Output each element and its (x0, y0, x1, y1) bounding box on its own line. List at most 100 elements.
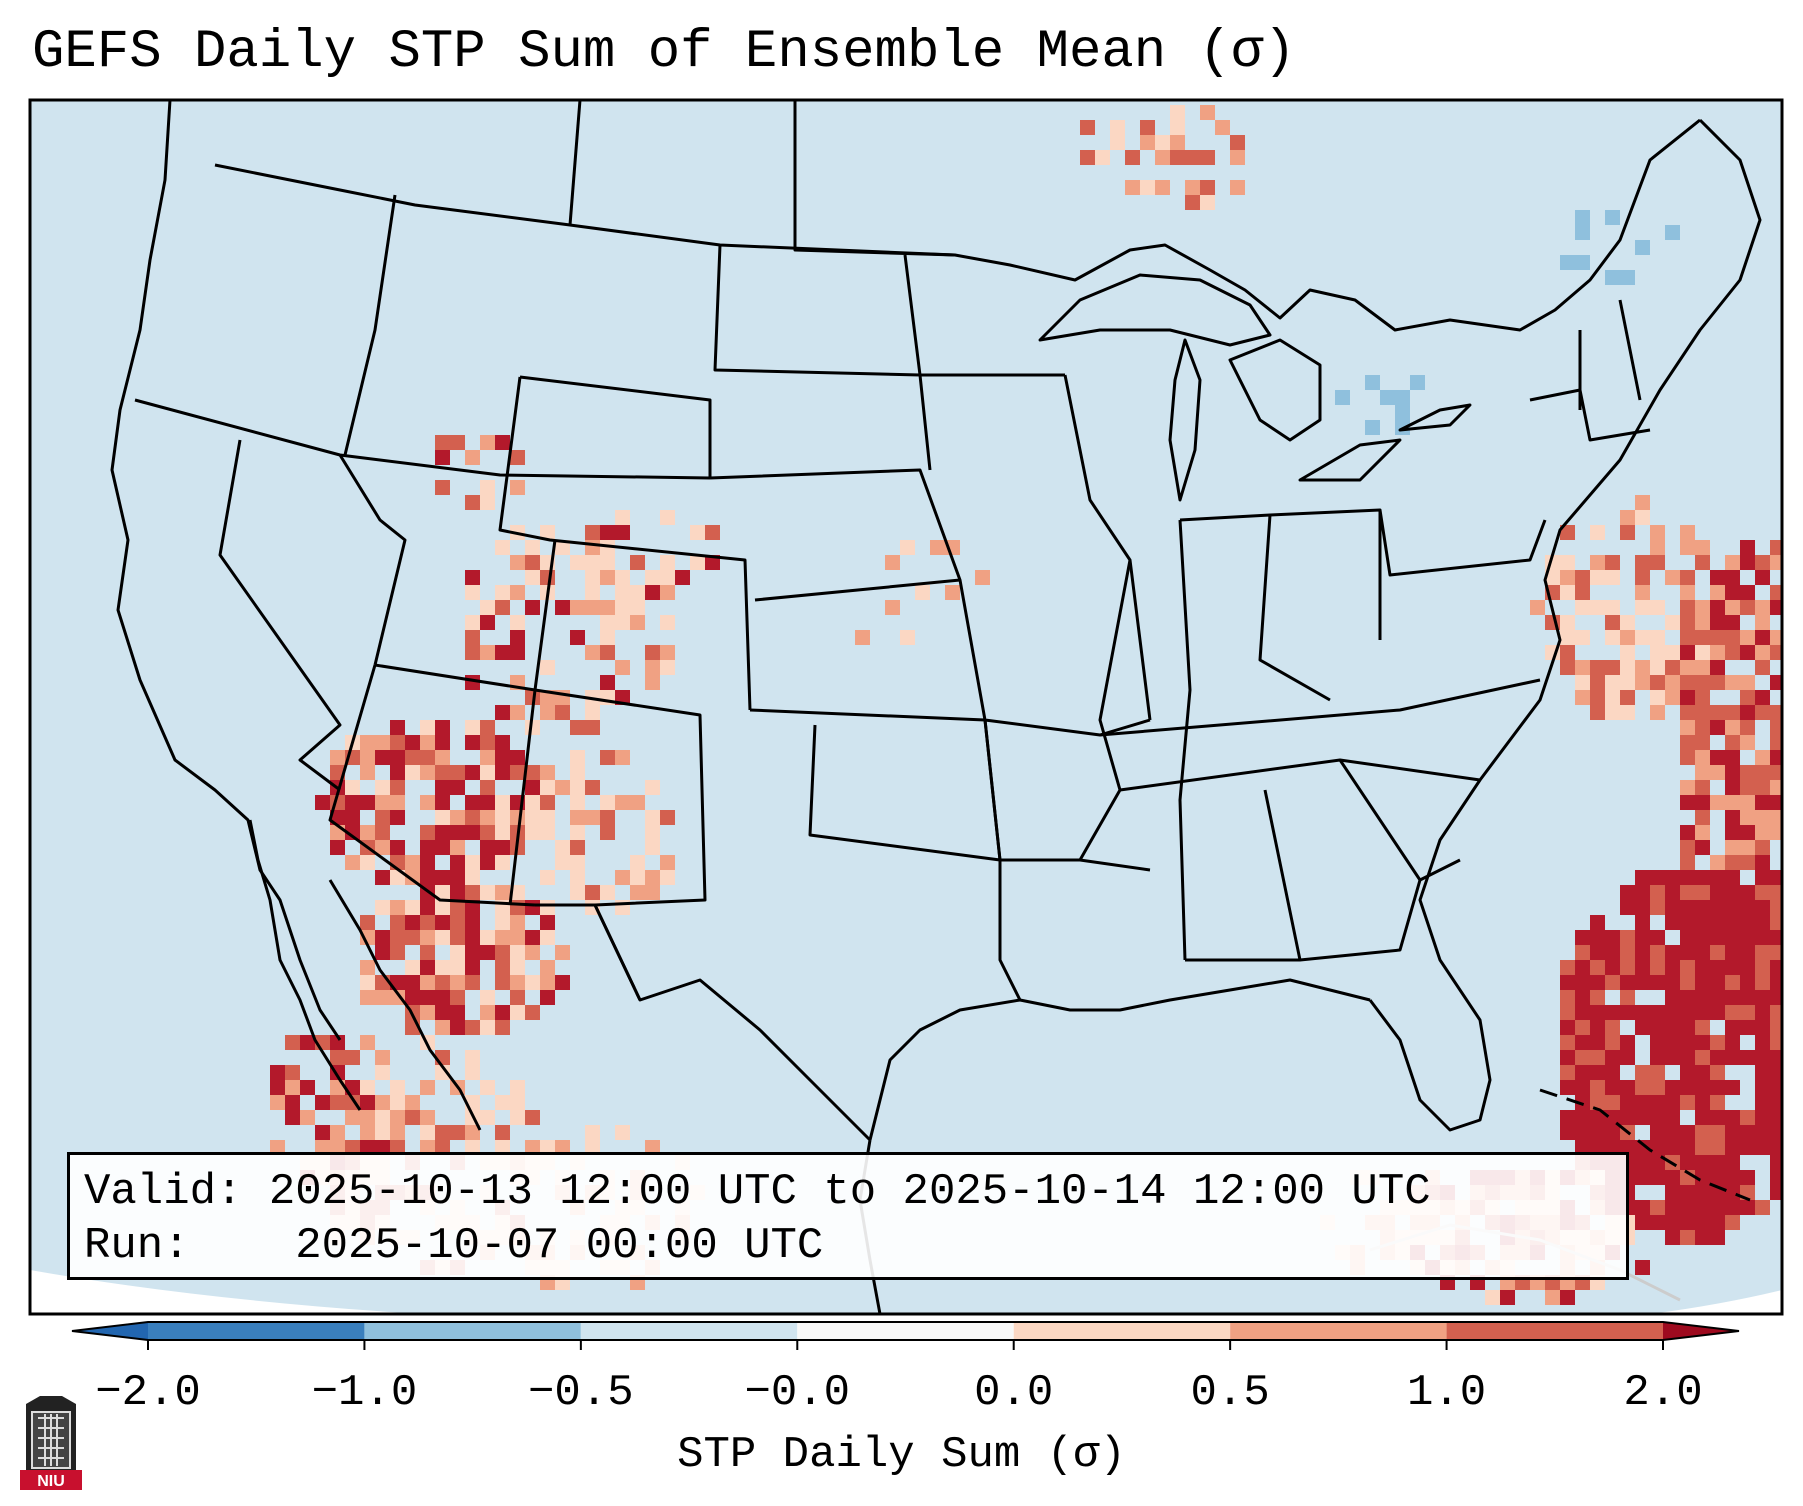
stp-cell (1725, 645, 1740, 660)
stp-cell (360, 795, 375, 810)
stp-cell (1665, 1230, 1680, 1245)
stp-cell (1710, 1140, 1725, 1155)
map-frame (28, 98, 1784, 1316)
stp-cell (1605, 1050, 1620, 1065)
stp-cell (510, 1095, 525, 1110)
stp-cell (900, 540, 915, 555)
stp-cell (420, 840, 435, 855)
stp-cell (1665, 1050, 1680, 1065)
stp-cell (1155, 150, 1170, 165)
stp-cell (270, 1140, 285, 1155)
stp-cell (525, 765, 540, 780)
stp-cell (1710, 570, 1725, 585)
stp-cell (1590, 945, 1605, 960)
stp-cell (1590, 660, 1605, 675)
map-background (30, 100, 1782, 1314)
lake-superior (1038, 273, 1272, 347)
state-line (568, 100, 582, 226)
stp-cell (1560, 990, 1575, 1005)
stp-cell (450, 855, 465, 870)
stp-cell (1725, 1050, 1740, 1065)
stp-cell (1695, 1230, 1710, 1245)
stp-cell (1605, 210, 1620, 225)
lake-huron (1228, 338, 1322, 442)
stp-cell (1590, 690, 1605, 705)
stp-cell (375, 840, 390, 855)
stp-cell (435, 870, 450, 885)
stp-cell (510, 975, 525, 990)
stp-cell (1605, 1125, 1620, 1140)
stp-cell (1725, 600, 1740, 615)
stp-cell (360, 915, 375, 930)
stp-cell (1665, 675, 1680, 690)
stp-cell (1770, 885, 1782, 900)
stp-cell (555, 600, 570, 615)
stp-cell (1665, 900, 1680, 915)
stp-cell (1785, 1140, 1800, 1155)
stp-cell (1080, 120, 1095, 135)
stp-cell (1740, 735, 1755, 750)
stp-cell (1620, 675, 1635, 690)
stp-cell (630, 885, 645, 900)
stp-cell (1725, 915, 1740, 930)
stp-cell (1740, 1140, 1755, 1155)
stp-cell (375, 1125, 390, 1140)
stp-cell (465, 915, 480, 930)
stp-cell (1695, 960, 1710, 975)
stp-cell (1680, 750, 1695, 765)
stp-cell (1770, 630, 1782, 645)
stp-cell (585, 585, 600, 600)
colorbar-segment (1446, 1322, 1663, 1340)
stp-cell (1605, 945, 1620, 960)
stp-cell (1725, 1170, 1740, 1185)
stp-cell (1725, 1080, 1740, 1095)
stp-cell (1710, 645, 1725, 660)
colorbar-tick-label: −0.5 (528, 1368, 634, 1418)
stp-cell (510, 990, 525, 1005)
stp-cell (1710, 615, 1725, 630)
stp-cell (1635, 1140, 1650, 1155)
stp-cell (1680, 990, 1695, 1005)
stp-cell (660, 855, 675, 870)
stp-cell (420, 900, 435, 915)
stp-cell (1740, 675, 1755, 690)
stp-cell (375, 870, 390, 885)
stp-cell (1785, 570, 1800, 585)
stp-cell (1680, 1155, 1695, 1170)
stp-cell (1785, 1080, 1800, 1095)
stp-cell (435, 1020, 450, 1035)
state-line (1063, 374, 1152, 721)
stp-cell (660, 615, 675, 630)
stp-cell (1770, 1095, 1782, 1110)
colorbar-segment (364, 1322, 581, 1340)
stp-cell (1755, 1140, 1770, 1155)
state-line (709, 468, 962, 602)
stp-cell (600, 750, 615, 765)
stp-cell (1755, 570, 1770, 585)
stp-cell (570, 765, 585, 780)
stp-cell (435, 840, 450, 855)
stp-cell (1575, 1140, 1590, 1155)
stp-cell (465, 570, 480, 585)
stp-cell (1665, 1140, 1680, 1155)
stp-cell (510, 810, 525, 825)
stp-cell (1755, 705, 1770, 720)
stp-cell (1485, 1290, 1500, 1305)
stp-cell (1665, 915, 1680, 930)
stp-cell (1500, 1290, 1515, 1305)
stp-cell (540, 780, 555, 795)
stp-cell (1740, 900, 1755, 915)
stp-cell (1785, 765, 1800, 780)
stp-cell (630, 870, 645, 885)
colorbar-extend-low (72, 1322, 148, 1340)
stp-cell (570, 630, 585, 645)
baja-coast (248, 819, 362, 1111)
stp-cell (1755, 690, 1770, 705)
valid-label: Valid: (84, 1167, 243, 1217)
stp-cell (1725, 735, 1740, 750)
state-line (1078, 559, 1132, 861)
stp-cell (1770, 975, 1782, 990)
stp-cell (540, 960, 555, 975)
stp-cell (1770, 675, 1782, 690)
stp-cell (1620, 270, 1635, 285)
